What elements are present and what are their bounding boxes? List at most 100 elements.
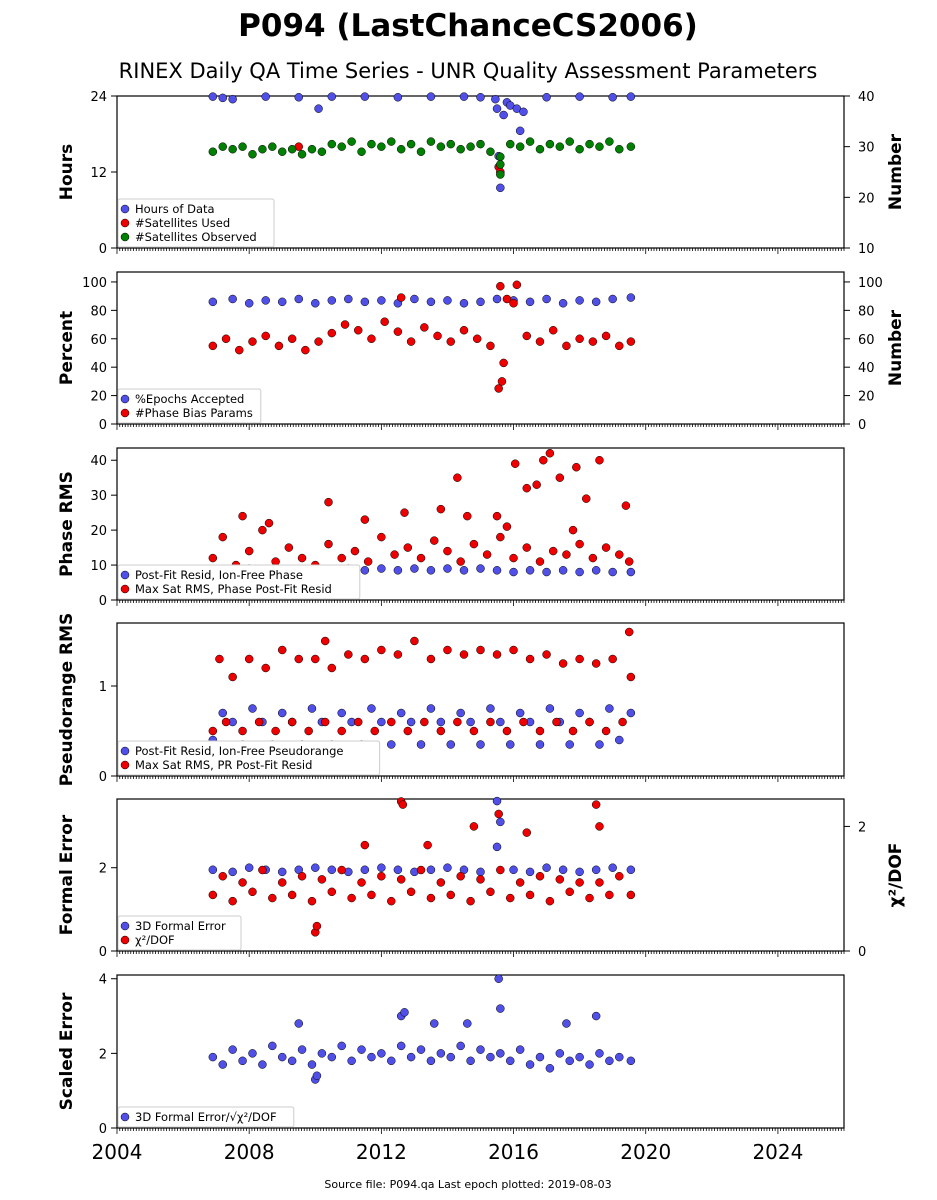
- data-point: [585, 139, 594, 149]
- data-point: [575, 878, 584, 887]
- data-point: [505, 893, 515, 903]
- data-point: [486, 341, 495, 351]
- data-point: [367, 704, 376, 713]
- y-tick-label: 0: [99, 945, 107, 960]
- data-point: [327, 1052, 337, 1062]
- data-point: [426, 297, 436, 307]
- data-point: [535, 726, 545, 736]
- data-point: [393, 93, 403, 102]
- data-point: [277, 867, 287, 877]
- y-tick-label-right: 80: [858, 304, 875, 319]
- data-point: [370, 726, 380, 736]
- data-point: [244, 654, 254, 664]
- data-point: [228, 94, 237, 104]
- data-point: [268, 893, 277, 903]
- data-point: [294, 93, 303, 102]
- data-point: [218, 93, 227, 103]
- data-point: [568, 726, 578, 736]
- data-point: [499, 358, 508, 368]
- data-point: [400, 508, 409, 517]
- data-point: [344, 294, 353, 304]
- data-point: [406, 887, 416, 897]
- data-point: [585, 717, 594, 727]
- data-point: [218, 871, 227, 881]
- data-point: [301, 345, 310, 355]
- data-point: [436, 1049, 446, 1058]
- data-point: [626, 567, 636, 577]
- data-point: [307, 1060, 317, 1069]
- data-point: [591, 865, 601, 875]
- data-point: [601, 331, 611, 341]
- data-point: [446, 139, 456, 149]
- data-point: [496, 160, 505, 169]
- data-point: [615, 550, 624, 559]
- data-point: [476, 1045, 485, 1054]
- data-point: [327, 92, 337, 101]
- data-point: [505, 740, 515, 749]
- data-point: [337, 553, 346, 563]
- y-tick-label: 0: [99, 770, 107, 785]
- data-point: [367, 1052, 376, 1062]
- data-point: [344, 650, 353, 659]
- data-point: [525, 566, 535, 575]
- data-point: [396, 875, 406, 884]
- y-tick-label-right: 100: [858, 276, 883, 291]
- data-point: [261, 331, 270, 341]
- data-point: [515, 1045, 525, 1054]
- data-point: [254, 717, 264, 727]
- data-point: [337, 1041, 346, 1051]
- y-tick-label: 2: [99, 862, 107, 877]
- data-point: [353, 325, 363, 335]
- data-point: [615, 871, 624, 881]
- data-point: [284, 543, 294, 552]
- data-point: [238, 726, 247, 736]
- data-point: [585, 1060, 594, 1069]
- data-point: [403, 543, 413, 552]
- data-point: [297, 1045, 307, 1054]
- data-point: [387, 137, 396, 146]
- data-point: [466, 717, 475, 727]
- y-tick-label: 0: [99, 242, 107, 257]
- data-point: [502, 726, 512, 736]
- data-point: [591, 800, 601, 809]
- data-point: [472, 334, 482, 344]
- y-tick-label: 20: [90, 390, 107, 405]
- data-point: [387, 896, 396, 906]
- data-point: [297, 871, 307, 881]
- legend: %Epochs Accepted#Phase Bias Params: [117, 388, 262, 424]
- legend-label: Post-Fit Resid, Ion-Free Phase: [135, 568, 303, 582]
- legend-label: Hours of Data: [135, 202, 215, 216]
- data-point: [572, 462, 581, 472]
- y-tick-label-right: 10: [858, 242, 875, 257]
- data-point: [244, 546, 254, 556]
- data-point: [238, 878, 247, 887]
- data-point: [608, 863, 617, 872]
- y-tick-label-right: 20: [858, 191, 875, 206]
- y-tick-label-right: 0: [858, 418, 866, 433]
- data-point: [626, 1056, 636, 1066]
- data-point: [502, 294, 512, 304]
- legend: 3D Formal Error/√χ²/DOF: [117, 1106, 295, 1128]
- data-point: [608, 294, 617, 304]
- data-point: [360, 865, 370, 875]
- data-point: [494, 384, 503, 393]
- legend-label: Post-Fit Resid, Ion-Free Pseudorange: [135, 744, 343, 758]
- data-point: [486, 717, 495, 727]
- data-point: [509, 645, 518, 655]
- data-point: [360, 92, 370, 101]
- legend-marker: [120, 760, 130, 770]
- y-tick-label: 20: [90, 524, 107, 539]
- data-point: [509, 299, 518, 308]
- data-point: [542, 863, 551, 872]
- y-axis-label-right: Number: [886, 133, 906, 210]
- data-point: [486, 887, 495, 897]
- data-point: [505, 1056, 515, 1066]
- data-point: [390, 550, 399, 559]
- data-point: [595, 740, 604, 749]
- data-point: [525, 297, 535, 307]
- data-point: [294, 294, 303, 304]
- data-point: [307, 896, 317, 906]
- data-point: [327, 296, 337, 305]
